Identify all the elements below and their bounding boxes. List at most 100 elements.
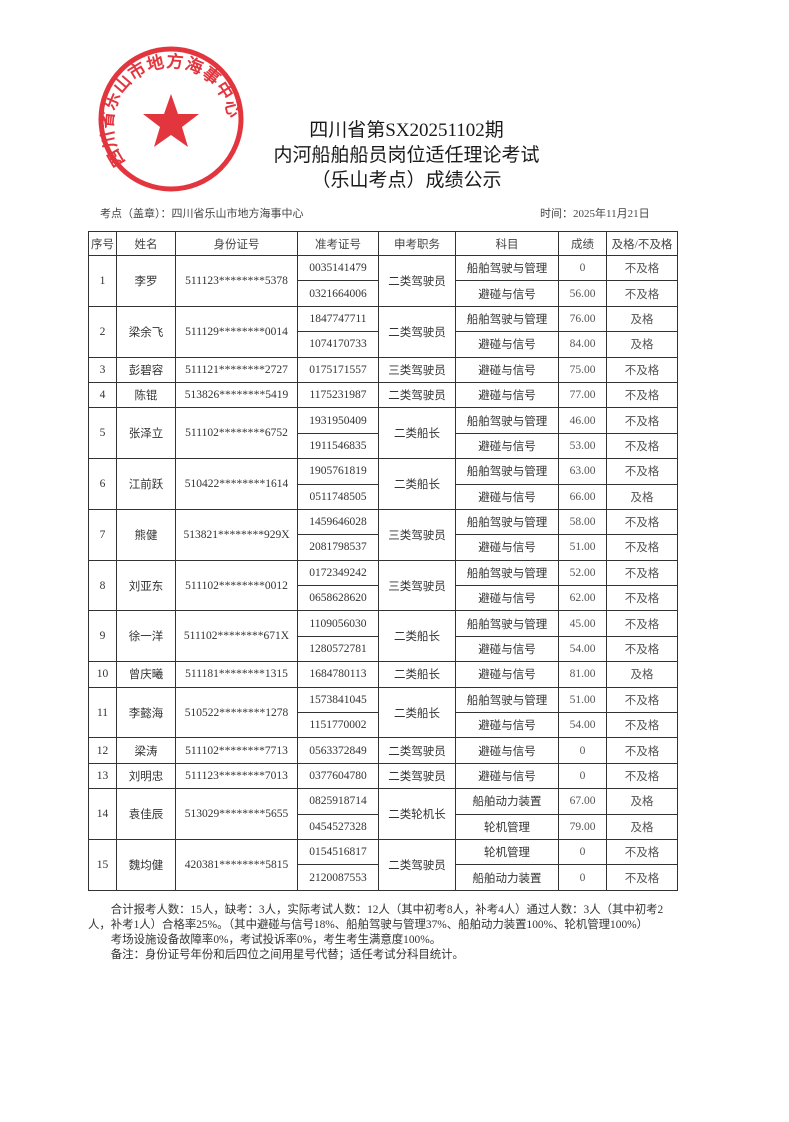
pass-result: 不及格: [606, 432, 678, 460]
id-number: 511121********2727: [175, 356, 298, 383]
candidate-name: 袁佳辰: [116, 788, 176, 840]
subject: 避碰与信号: [455, 381, 559, 409]
pass-result: 不及格: [606, 585, 678, 612]
table-row: 0454527328 轮机管理 79.00 及格: [89, 813, 678, 840]
subject: 船舶驾驶与管理: [455, 559, 559, 587]
pass-result: 不及格: [606, 864, 678, 891]
score: 76.00: [558, 305, 607, 333]
ticket-number: 0154516817: [297, 838, 379, 866]
pass-result: 不及格: [606, 254, 678, 282]
subject: 船舶驾驶与管理: [455, 305, 559, 333]
applied-position: 二类船长: [378, 610, 456, 663]
ticket-number: 0511748505: [297, 483, 379, 510]
table-row: 1 李罗 511123********5378 0035141479 二类驾驶员 船舶驾驶…: [88, 254, 678, 307]
table-row: 11 李懿海 510522********1278 1573841045 二类船长 船舶驾…: [88, 686, 678, 739]
table-row: 0511748505 避碰与信号 66.00 及格: [89, 483, 678, 510]
ticket-number: 1459646028: [297, 508, 379, 536]
applied-position: 二类船长: [378, 407, 456, 460]
score: 54.00: [558, 635, 607, 663]
score: 46.00: [558, 407, 607, 434]
column-header: 准考证号: [297, 231, 379, 256]
column-header: 及格/不及格: [606, 231, 678, 256]
ticket-number: 1684780113: [297, 661, 379, 688]
table-row: 4 陈锟 513826********5419 1175231987 二类驾驶员 避碰与信…: [88, 381, 678, 409]
candidate-name: 梁余飞: [116, 305, 176, 358]
table-row: 7 熊健 513821********929X 1459646028 三类驾驶员 船舶驾驶…: [88, 508, 678, 561]
publish-date: 时间：2025年11月21日: [540, 208, 650, 220]
pass-result: 不及格: [606, 712, 678, 739]
score: 77.00: [558, 381, 607, 409]
subject: 船舶动力装置: [455, 864, 559, 891]
candidate-name: 徐一洋: [116, 610, 176, 663]
pass-result: 及格: [606, 661, 678, 688]
pass-result: 不及格: [606, 508, 678, 536]
id-number: 420381********5815: [175, 838, 298, 891]
candidate-name: 彭碧容: [116, 356, 176, 383]
pass-result: 及格: [606, 788, 678, 815]
ticket-number: 1109056030: [297, 610, 379, 637]
candidate-name: 李罗: [116, 255, 176, 307]
ticket-number: 0172349242: [297, 559, 379, 587]
candidate-name: 刘明忠: [116, 762, 176, 790]
exam-site: 考点（盖章）：四川省乐山市地方海事中心: [100, 208, 304, 220]
ticket-number: 1175231987: [297, 381, 379, 409]
score: 51.00: [558, 534, 607, 561]
ticket-number: 2081798537: [297, 534, 379, 561]
row-number: 6: [88, 458, 117, 510]
id-number: 511181********1315: [175, 661, 298, 688]
pass-result: 不及格: [606, 838, 678, 866]
table-row: 6 江前跃 510422********1614 1905761819 二类船长 船舶驾驶…: [88, 458, 678, 510]
score: 62.00: [558, 585, 607, 612]
row-number: 15: [88, 838, 117, 891]
applied-position: 三类驾驶员: [378, 508, 456, 561]
row-number: 14: [88, 788, 117, 840]
ticket-number: 1151770002: [297, 712, 379, 739]
subject: 避碰与信号: [455, 762, 559, 790]
column-header: 申考职务: [378, 231, 456, 256]
pass-result: 不及格: [606, 762, 678, 790]
applied-position: 二类驾驶员: [378, 381, 456, 409]
row-number: 5: [88, 407, 117, 460]
ticket-number: 0377604780: [297, 762, 379, 790]
applied-position: 二类驾驶员: [378, 838, 456, 891]
subject: 船舶驾驶与管理: [455, 407, 559, 434]
pass-result: 及格: [606, 305, 678, 333]
table-row: 1280572781 避碰与信号 54.00 不及格: [89, 635, 678, 663]
table-row: 0321664006 避碰与信号 56.00 不及格: [89, 280, 678, 307]
subject: 避碰与信号: [455, 483, 559, 510]
applied-position: 二类轮机长: [378, 788, 456, 840]
ticket-number: 0825918714: [297, 788, 379, 815]
applied-position: 三类驾驶员: [378, 356, 456, 383]
applied-position: 二类驾驶员: [378, 762, 456, 790]
row-number: 9: [88, 610, 117, 663]
table-row: 2081798537 避碰与信号 51.00 不及格: [89, 534, 678, 561]
ticket-number: 0175171557: [297, 356, 379, 383]
id-number: 513826********5419: [175, 381, 298, 409]
table-header-row: 序号 姓名 身份证号 准考证号 申考职务 科目 成绩 及格/不及格: [88, 231, 678, 256]
id-number: 511129********0014: [175, 305, 298, 358]
ticket-number: 0454527328: [297, 813, 379, 840]
column-header: 序号: [88, 231, 117, 256]
row-number: 1: [88, 255, 117, 307]
ticket-number: 0658628620: [297, 585, 379, 612]
pass-result: 不及格: [606, 458, 678, 485]
candidate-name: 梁涛: [116, 737, 176, 764]
row-number: 3: [88, 356, 117, 383]
subject: 船舶驾驶与管理: [455, 254, 559, 282]
applied-position: 二类驾驶员: [378, 255, 456, 307]
pass-result: 及格: [606, 813, 678, 840]
row-number: 2: [88, 305, 117, 358]
subject: 轮机管理: [455, 838, 559, 866]
score: 0: [558, 864, 607, 891]
score: 66.00: [558, 483, 607, 510]
table-row: 12 梁涛 511102********7713 0563372849 二类驾驶员 避碰与…: [88, 737, 678, 764]
score: 0: [558, 737, 607, 764]
candidate-name: 刘亚东: [116, 559, 176, 612]
subject: 避碰与信号: [455, 737, 559, 764]
id-number: 511102********0012: [175, 559, 298, 612]
table-row: 14 袁佳辰 513029********5655 0825918714 二类轮机长 船舶…: [88, 788, 678, 840]
title-line-2: 内河船舶船员岗位适任理论考试: [273, 145, 540, 166]
candidate-name: 熊健: [116, 508, 176, 561]
ticket-number: 1931950409: [297, 407, 379, 434]
column-header: 成绩: [558, 231, 607, 256]
